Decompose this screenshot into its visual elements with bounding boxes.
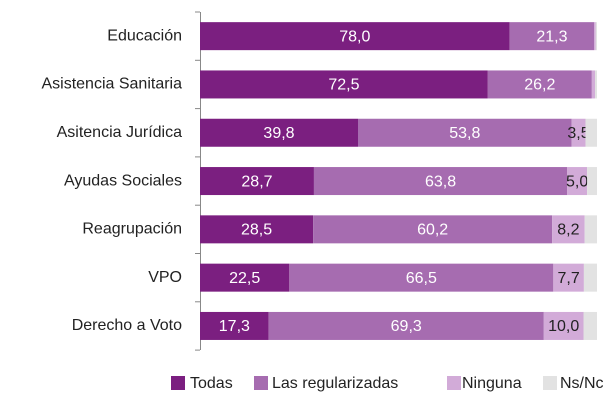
bar-segment bbox=[200, 311, 269, 340]
y-tick-label: Derecho a Voto bbox=[72, 317, 182, 334]
bar-segment bbox=[313, 167, 568, 196]
legend-label: Las regularizadas bbox=[272, 375, 398, 392]
bar-segment bbox=[595, 22, 597, 51]
y-tick-label: VPO bbox=[148, 269, 182, 286]
bar-segment bbox=[571, 118, 586, 147]
legend-swatch bbox=[254, 376, 268, 390]
value-label: 39,8 bbox=[263, 125, 294, 142]
value-label: 28,7 bbox=[241, 173, 272, 190]
value-label: 60,2 bbox=[417, 222, 448, 239]
legend-label: Ninguna bbox=[462, 375, 522, 392]
bar-segment bbox=[487, 70, 592, 99]
bar-segment bbox=[200, 22, 510, 51]
value-label: 53,8 bbox=[449, 125, 480, 142]
legend-swatch bbox=[171, 376, 185, 390]
bar-segment bbox=[595, 70, 597, 99]
y-tick-label: Reagrupación bbox=[82, 221, 182, 238]
bar-segment bbox=[200, 167, 314, 196]
bar-segment bbox=[567, 167, 588, 196]
value-label: 17,3 bbox=[219, 318, 250, 335]
bar-segment bbox=[552, 215, 585, 244]
value-label: 21,3 bbox=[536, 28, 567, 45]
bar-segment bbox=[200, 215, 314, 244]
bar-segment bbox=[583, 311, 597, 340]
bar-segment bbox=[585, 118, 597, 147]
bar-segment bbox=[594, 22, 596, 51]
bar-segment bbox=[509, 22, 595, 51]
y-tick-label: Educación bbox=[107, 27, 182, 44]
y-tick-label: Asitencia Jurídica bbox=[57, 124, 182, 141]
value-label: 8,2 bbox=[557, 222, 579, 239]
value-label: 72,5 bbox=[328, 77, 359, 94]
y-tick-label: Asistencia Sanitaria bbox=[41, 76, 182, 93]
value-label: 69,3 bbox=[391, 318, 422, 335]
legend-label: Todas bbox=[190, 375, 233, 392]
bar-segment bbox=[200, 70, 488, 99]
bar-segment bbox=[268, 311, 544, 340]
bar-segment bbox=[591, 70, 596, 99]
bar-segment bbox=[289, 263, 554, 292]
value-label: 7,7 bbox=[557, 270, 579, 287]
value-label: 26,2 bbox=[524, 77, 555, 94]
value-label: 28,5 bbox=[241, 222, 272, 239]
value-label: 66,5 bbox=[406, 270, 437, 287]
value-label: 10,0 bbox=[548, 318, 579, 335]
value-label: 5,0 bbox=[566, 173, 588, 190]
bar-segment bbox=[553, 263, 584, 292]
y-tick-label: Ayudas Sociales bbox=[64, 172, 182, 189]
bar-segment bbox=[583, 263, 597, 292]
value-label: 3,5 bbox=[567, 125, 589, 142]
value-label: 78,0 bbox=[339, 28, 370, 45]
value-label: 22,5 bbox=[229, 270, 260, 287]
bar-segment bbox=[200, 263, 290, 292]
legend-swatch bbox=[543, 376, 557, 390]
bar-segment bbox=[543, 311, 584, 340]
bar-segment bbox=[313, 215, 553, 244]
legend-label: Ns/Nc bbox=[560, 375, 604, 392]
bar-segment bbox=[358, 118, 572, 147]
bar-segment bbox=[200, 118, 359, 147]
value-label: 63,8 bbox=[425, 173, 456, 190]
bar-segment bbox=[584, 215, 597, 244]
bar-segment bbox=[587, 167, 597, 196]
legend-swatch bbox=[447, 376, 461, 390]
